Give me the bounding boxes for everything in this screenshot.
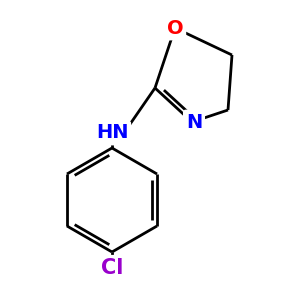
Text: O: O — [167, 19, 183, 38]
Text: HN: HN — [96, 124, 128, 142]
Text: Cl: Cl — [101, 258, 123, 278]
Text: N: N — [186, 112, 202, 131]
